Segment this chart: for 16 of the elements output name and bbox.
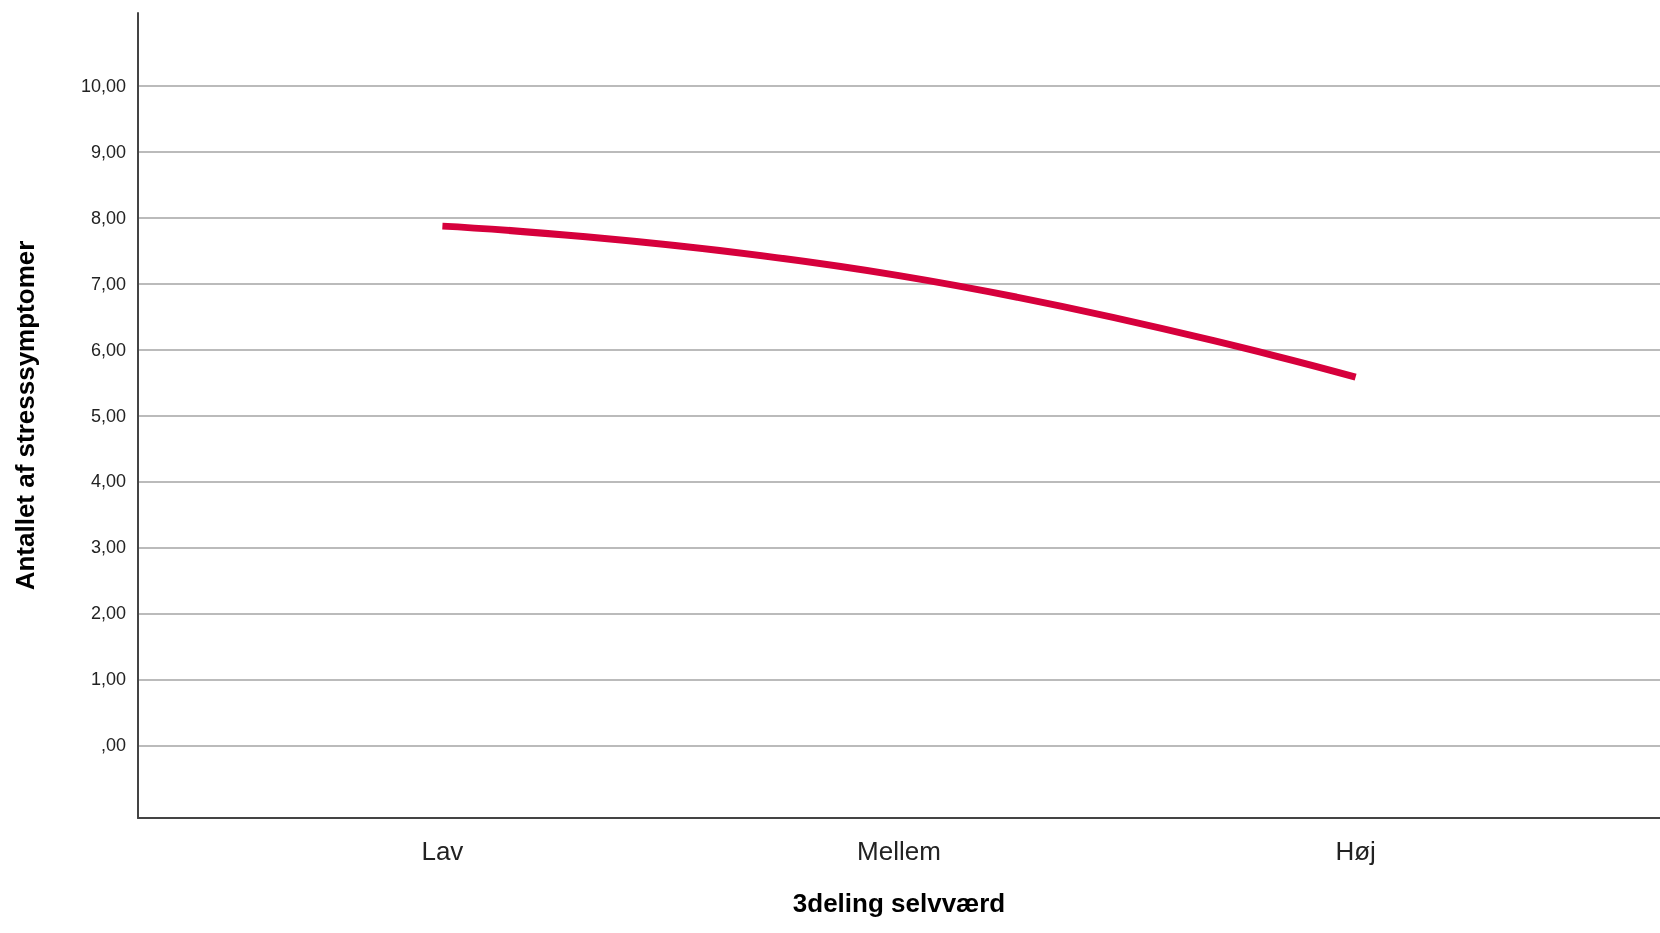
y-tick-label: 3,00 — [90, 537, 126, 558]
y-tick-label: 9,00 — [90, 141, 126, 162]
x-tick-label: Høj — [1335, 836, 1376, 866]
y-tick-label: 1,00 — [90, 669, 126, 690]
y-axis-title: Antallet af stresssymptomer — [10, 240, 40, 591]
x-tick-label: Mellem — [857, 836, 941, 866]
y-tick-label: 6,00 — [90, 339, 126, 360]
y-tick-label: 2,00 — [90, 603, 126, 624]
x-tick-label: Lav — [421, 836, 464, 866]
y-tick-label: 8,00 — [90, 207, 126, 228]
x-axis-title: 3deling selvværd — [792, 888, 1006, 918]
y-tick-label: 10,00 — [80, 75, 126, 96]
y-tick-label: 5,00 — [90, 405, 126, 426]
y-tick-label: 7,00 — [90, 273, 126, 294]
y-tick-label: 4,00 — [90, 471, 126, 492]
y-tick-label: ,00 — [100, 735, 126, 756]
